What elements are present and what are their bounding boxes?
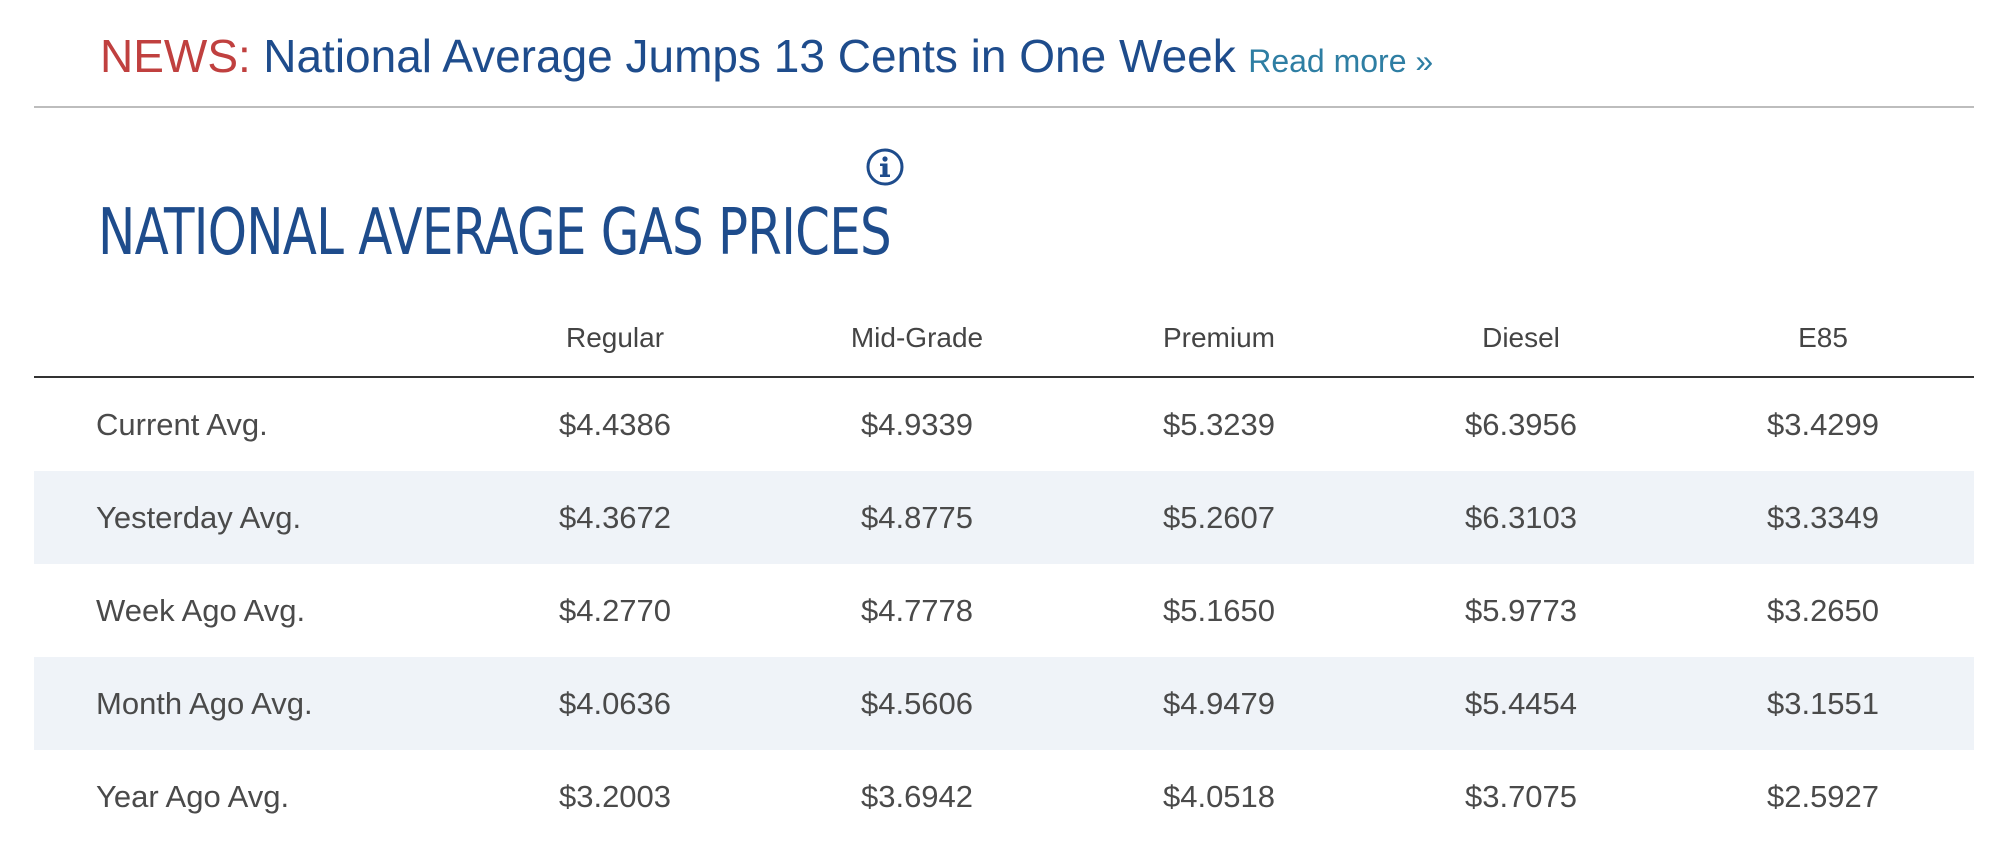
price-cell: $4.4386 [558,406,672,442]
price-cell: $5.3239 [1162,406,1276,442]
price-cell: $4.0518 [1162,778,1276,814]
table-header-row: Regular Mid-Grade Premium Diesel E85 [34,300,1974,378]
price-cell: $6.3103 [1370,471,1672,564]
price-cell: $3.6942 [860,778,974,814]
table-row: Month Ago Avg. $4.0636 $4.5606 $4.9479 $… [34,657,1974,750]
row-label: Current Avg. [96,406,268,442]
news-label: NEWS: [100,30,251,82]
price-cell: $4.2770 [558,592,672,628]
table-row: Year Ago Avg. $3.2003 $3.6942 $4.0518 $3… [34,750,1974,843]
gas-prices-table: Regular Mid-Grade Premium Diesel E85 Cur… [34,300,1974,843]
price-cell: $4.8775 [766,471,1068,564]
column-header-regular: Regular [464,300,766,378]
price-cell: $2.5927 [1766,778,1880,814]
table-row: Week Ago Avg. $4.2770 $4.7778 $5.1650 $5… [34,564,1974,657]
column-header-e85: E85 [1672,300,1974,378]
price-cell: $3.2003 [558,778,672,814]
column-header-diesel: Diesel [1370,300,1672,378]
column-header-premium: Premium [1068,300,1370,378]
read-more-link[interactable]: Read more » [1248,43,1434,79]
news-headline-link[interactable]: National Average Jumps 13 Cents in One W… [263,30,1236,82]
price-cell: $4.9339 [860,406,974,442]
row-label: Month Ago Avg. [34,657,464,750]
price-cell: $4.7778 [860,592,974,628]
price-cell: $5.4454 [1370,657,1672,750]
price-cell: $4.5606 [766,657,1068,750]
column-header-mid-grade: Mid-Grade [766,300,1068,378]
price-cell: $5.9773 [1464,592,1578,628]
price-cell: $3.3349 [1672,471,1974,564]
table-row: Yesterday Avg. $4.3672 $4.8775 $5.2607 $… [34,471,1974,564]
price-cell: $3.1551 [1672,657,1974,750]
price-cell: $5.1650 [1162,592,1276,628]
info-circle-icon[interactable] [866,148,904,186]
column-header [34,300,464,378]
price-cell: $5.2607 [1068,471,1370,564]
section-header: NATIONAL AVERAGE GAS PRICES [98,140,1115,326]
news-banner: NEWS: National Average Jumps 13 Cents in… [100,26,1433,98]
price-cell: $4.3672 [464,471,766,564]
price-cell: $6.3956 [1464,406,1578,442]
price-cell: $4.0636 [464,657,766,750]
price-cell: $3.7075 [1464,778,1578,814]
news-divider [34,106,1974,108]
price-cell: $3.2650 [1766,592,1880,628]
price-cell: $4.9479 [1068,657,1370,750]
row-label: Yesterday Avg. [34,471,464,564]
page-title: NATIONAL AVERAGE GAS PRICES [98,195,892,270]
price-cell: $3.4299 [1766,406,1880,442]
row-label: Week Ago Avg. [96,592,306,628]
table-row: Current Avg. $4.4386 $4.9339 $5.3239 $6.… [34,377,1974,471]
row-label: Year Ago Avg. [96,778,290,814]
